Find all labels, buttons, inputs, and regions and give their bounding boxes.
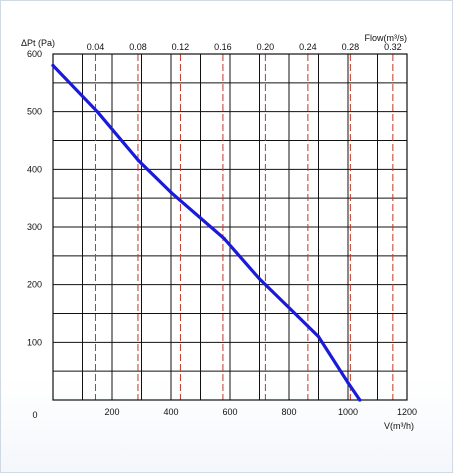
curve-point — [316, 334, 321, 339]
top-axis-label: Flow(m³/s) — [365, 33, 408, 43]
curve-point — [358, 398, 362, 402]
x-tick-label: 600 — [222, 407, 237, 417]
origin-label: 0 — [32, 410, 37, 420]
plot-frame — [52, 53, 408, 401]
top-tick-label: 0.12 — [172, 42, 190, 52]
x-tick-label: 800 — [281, 407, 296, 417]
x-tick-label: 200 — [104, 407, 119, 417]
curve-point — [136, 159, 141, 163]
top-tick-label: 0.28 — [342, 42, 360, 52]
y-tick-label: 100 — [27, 337, 42, 347]
y-tick-label: 400 — [27, 164, 42, 174]
top-tick-label: 0.16 — [214, 42, 232, 52]
tick-labels: 100 200 300 400 500 600 200 400 600 800 1000 1200 0.… — [27, 42, 417, 417]
top-tick-label: 0.04 — [87, 42, 105, 52]
curve-point — [95, 110, 99, 114]
x-tick-label: 1200 — [397, 407, 417, 417]
y-tick-label: 600 — [27, 49, 42, 59]
data-points — [51, 63, 362, 402]
pressure-curve — [51, 63, 362, 402]
top-tick-label: 0.32 — [384, 42, 402, 52]
x-tick-label: 1000 — [338, 407, 358, 417]
curve-point — [296, 314, 300, 318]
flow-grid — [94, 54, 394, 400]
x-axis-label: V(m³/h) — [384, 421, 414, 431]
top-tick-label: 0.20 — [257, 42, 275, 52]
grid — [53, 54, 407, 400]
y-tick-label: 300 — [27, 222, 42, 232]
curve-point — [346, 381, 350, 385]
y-tick-label: 500 — [27, 107, 42, 117]
curve-point — [51, 63, 55, 68]
top-tick-label: 0.24 — [299, 42, 317, 52]
x-tick-label: 400 — [163, 407, 178, 417]
y-tick-label: 200 — [27, 280, 42, 290]
curve-point — [222, 236, 226, 241]
top-tick-label: 0.08 — [129, 42, 147, 52]
y-axis-label: ΔPt (Pa) — [21, 38, 55, 48]
curve-point — [169, 190, 173, 194]
curve-point — [257, 277, 262, 281]
